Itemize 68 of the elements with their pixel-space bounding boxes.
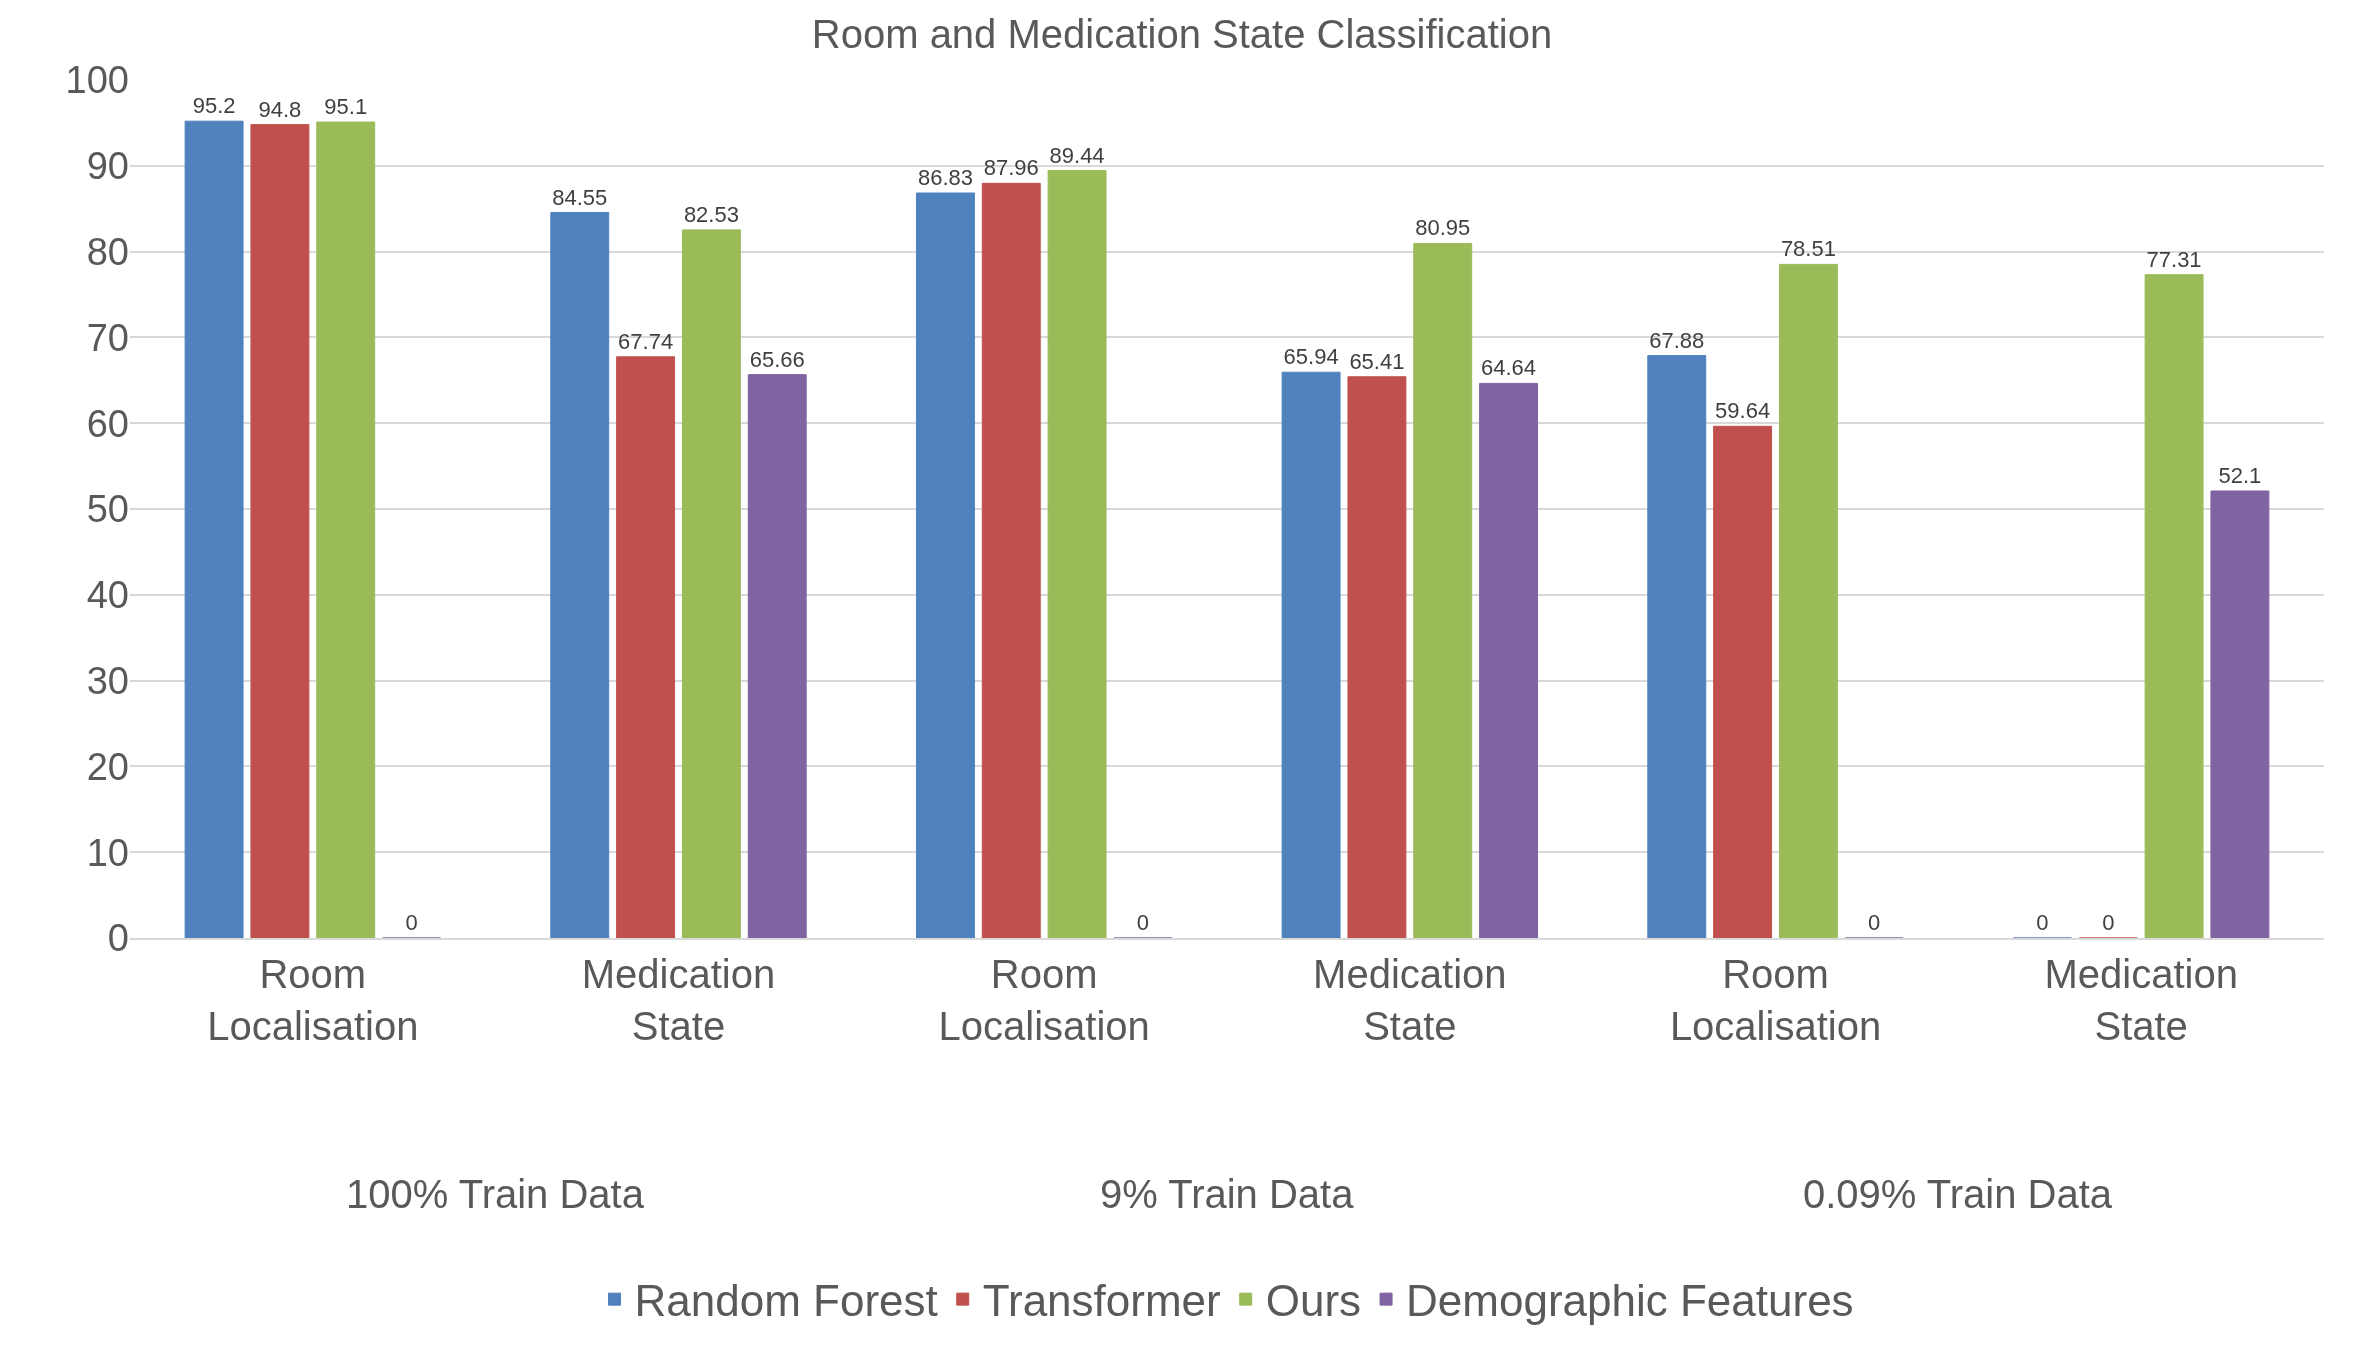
data-label: 80.95 <box>1415 215 1471 241</box>
data-label: 0 <box>2102 910 2115 935</box>
data-label: 95.1 <box>324 94 368 120</box>
data-label: 67.74 <box>618 328 674 354</box>
data-label: 78.51 <box>1780 236 1836 262</box>
bar <box>1778 263 1838 938</box>
data-label: 86.83 <box>917 165 973 190</box>
data-label: 59.64 <box>1715 398 1771 424</box>
bar <box>981 182 1041 938</box>
y-tick-label: 80 <box>86 230 129 273</box>
data-label: 82.53 <box>683 201 739 227</box>
bar <box>1413 242 1473 938</box>
bar <box>184 120 244 938</box>
data-label: 0 <box>2036 910 2049 935</box>
bar <box>1713 425 1773 938</box>
y-tick-label: 0 <box>107 917 129 960</box>
bar <box>747 374 807 938</box>
text: 9% Train Data <box>1100 1172 1355 1216</box>
x-tick-label: Room Localisation <box>207 952 419 1048</box>
y-tick-label: 60 <box>86 402 129 445</box>
bar <box>1647 355 1707 938</box>
data-label: 94.8 <box>258 96 302 122</box>
bar <box>1281 371 1341 938</box>
data-label: 64.64 <box>1481 355 1537 381</box>
chart-title: Room and Medication State Classification <box>811 12 1553 57</box>
bar <box>2144 274 2204 938</box>
data-label: 77.31 <box>2146 246 2202 272</box>
y-tick-label: 50 <box>86 488 129 531</box>
bar <box>2210 490 2270 938</box>
bar <box>316 121 376 938</box>
data-label: 0 <box>1136 910 1150 935</box>
data-label: 95.2 <box>192 93 236 119</box>
y-tick-label: 20 <box>86 745 129 788</box>
x-tick-label: Room Localisation <box>938 952 1150 1048</box>
legend-label: Ours <box>1265 1276 1362 1326</box>
legend-label: Random Forest <box>634 1276 938 1326</box>
bar <box>1347 376 1407 938</box>
bar <box>1479 382 1539 938</box>
data-label: 65.94 <box>1283 344 1339 370</box>
x-tick-label: Room Localisation <box>1669 952 1882 1048</box>
bar <box>616 356 676 938</box>
bar <box>915 192 975 938</box>
y-tick-label: 70 <box>86 316 129 359</box>
data-label: 87.96 <box>983 155 1039 181</box>
bar <box>250 124 310 938</box>
x-tick-label: Medication State <box>581 952 776 1048</box>
bar <box>550 212 610 938</box>
data-label: 89.44 <box>1049 142 1105 168</box>
x-tick-label: Medication State <box>2044 952 2238 1048</box>
y-tick-label: 90 <box>86 145 129 188</box>
data-label: 65.66 <box>749 346 805 372</box>
x-tick-label: Medication State <box>1313 952 1507 1048</box>
y-tick-label: 30 <box>86 659 129 702</box>
data-label: 0 <box>405 910 418 935</box>
legend-label: Demographic Features <box>1406 1276 1854 1326</box>
bar <box>681 229 741 938</box>
data-label: 65.41 <box>1349 348 1405 374</box>
data-label: 84.55 <box>552 184 608 210</box>
data-label: 67.88 <box>1649 327 1705 353</box>
text: 100% Train Data <box>346 1172 645 1216</box>
data-label: 52.1 <box>2218 462 2262 488</box>
bar <box>1047 170 1107 938</box>
y-tick-label: 10 <box>86 831 129 874</box>
y-tick-label: 100 <box>65 59 129 102</box>
y-tick-label: 40 <box>86 574 129 617</box>
data-label: 0 <box>1868 910 1881 935</box>
legend-label: Transformer <box>982 1276 1221 1326</box>
text: 0.09% Train Data <box>1803 1172 2113 1216</box>
